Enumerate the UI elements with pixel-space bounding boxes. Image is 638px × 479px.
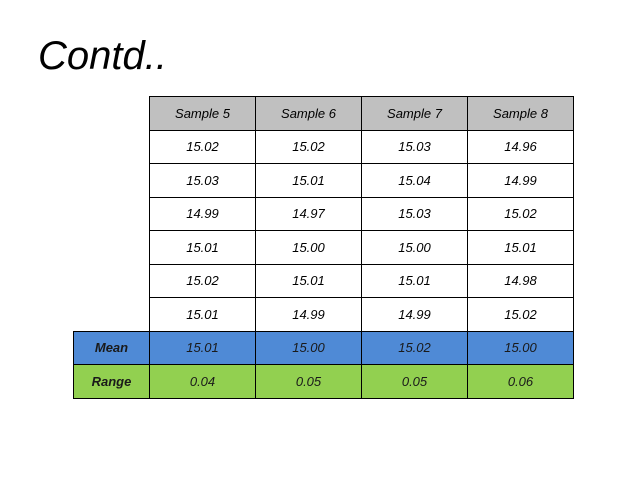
- table-cell: 15.01: [255, 163, 362, 198]
- table-cell: 15.00: [255, 230, 362, 265]
- table-cell: 14.96: [467, 129, 574, 164]
- table-cell: 15.02: [255, 129, 362, 164]
- range-label: Range: [73, 364, 150, 399]
- table-cell: 15.00: [361, 230, 468, 265]
- table-cell: 15.02: [467, 196, 574, 231]
- column-header: Sample 5: [149, 96, 256, 131]
- range-cell: 0.06: [467, 364, 574, 399]
- table-cell: 15.03: [361, 196, 468, 231]
- range-row: Range 0.04 0.05 0.05 0.06: [73, 364, 574, 399]
- table-cell: 14.99: [149, 196, 256, 231]
- table-cell: 15.02: [467, 297, 574, 332]
- mean-cell: 15.00: [255, 330, 362, 365]
- mean-row: Mean 15.01 15.00 15.02 15.00: [73, 330, 574, 365]
- table-row: 15.02 15.02 15.03 14.96: [74, 129, 574, 164]
- table-cell: 14.99: [255, 297, 362, 332]
- table-row: 15.03 15.01 15.04 14.99: [74, 163, 574, 198]
- corner-cell: [74, 97, 150, 131]
- table-cell: 15.04: [361, 163, 468, 198]
- table-cell: 15.03: [149, 163, 256, 198]
- samples-table: Sample 5 Sample 6 Sample 7 Sample 8 15.0…: [73, 96, 574, 399]
- mean-label: Mean: [73, 330, 150, 365]
- table-cell: 15.02: [149, 129, 256, 164]
- empty-label-cell: [74, 231, 150, 265]
- table-cell: 15.03: [361, 129, 468, 164]
- empty-label-cell: [74, 197, 150, 231]
- range-cell: 0.05: [255, 364, 362, 399]
- column-header: Sample 7: [361, 96, 468, 131]
- mean-cell: 15.02: [361, 330, 468, 365]
- table-row: 15.01 14.99 14.99 15.02: [74, 297, 574, 332]
- range-cell: 0.05: [361, 364, 468, 399]
- table-cell: 15.01: [149, 230, 256, 265]
- mean-cell: 15.00: [467, 330, 574, 365]
- table-cell: 14.97: [255, 196, 362, 231]
- mean-cell: 15.01: [149, 330, 256, 365]
- empty-label-cell: [74, 264, 150, 298]
- column-header: Sample 8: [467, 96, 574, 131]
- table-cell: 15.01: [361, 263, 468, 298]
- table-cell: 15.01: [255, 263, 362, 298]
- empty-label-cell: [74, 164, 150, 198]
- table-row: 15.01 15.00 15.00 15.01: [74, 230, 574, 265]
- range-cell: 0.04: [149, 364, 256, 399]
- empty-label-cell: [74, 298, 150, 332]
- empty-label-cell: [74, 130, 150, 164]
- table-row: 14.99 14.97 15.03 15.02: [74, 196, 574, 231]
- table-cell: 15.01: [467, 230, 574, 265]
- column-header: Sample 6: [255, 96, 362, 131]
- table-cell: 14.99: [361, 297, 468, 332]
- table-cell: 14.98: [467, 263, 574, 298]
- table-row: 15.02 15.01 15.01 14.98: [74, 263, 574, 298]
- table-cell: 15.02: [149, 263, 256, 298]
- table-cell: 15.01: [149, 297, 256, 332]
- header-row: Sample 5 Sample 6 Sample 7 Sample 8: [74, 96, 574, 131]
- slide-title: Contd..: [38, 34, 167, 78]
- table-cell: 14.99: [467, 163, 574, 198]
